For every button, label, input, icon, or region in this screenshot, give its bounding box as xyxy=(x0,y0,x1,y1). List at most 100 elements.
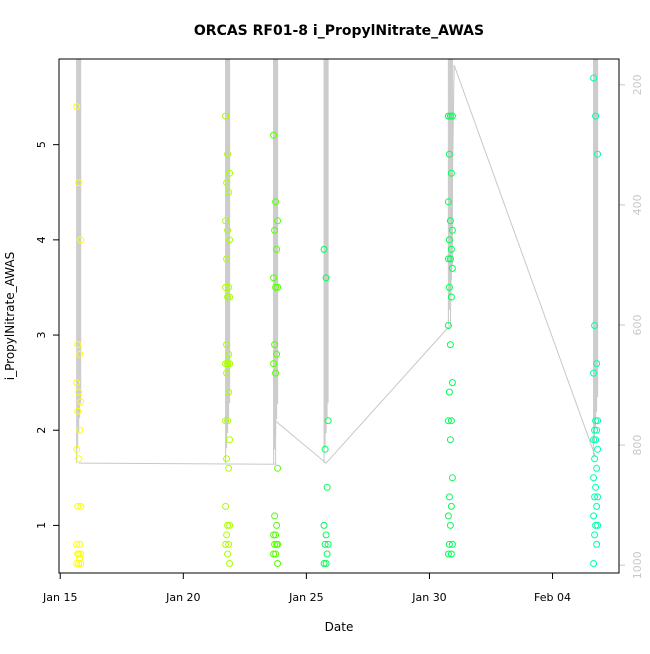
data-point xyxy=(593,426,601,434)
data-point xyxy=(75,455,83,463)
data-point xyxy=(324,417,332,425)
y-tick-label: 1 xyxy=(35,522,48,529)
x-axis-label: Date xyxy=(325,620,354,634)
data-point xyxy=(444,112,452,120)
data-point xyxy=(591,322,599,329)
data-point xyxy=(446,521,454,529)
data-point xyxy=(322,274,330,282)
data-point xyxy=(447,169,455,177)
x-tick-label: Jan 25 xyxy=(288,591,323,604)
data-point xyxy=(445,493,453,501)
data-point xyxy=(590,436,598,444)
data-point xyxy=(448,264,456,272)
data-point xyxy=(323,550,331,558)
y2-tick-label: 1000 xyxy=(631,551,644,579)
data-point xyxy=(445,236,453,244)
data-point xyxy=(446,255,454,263)
data-point xyxy=(75,179,83,187)
data-point xyxy=(448,540,456,548)
data-point xyxy=(445,540,453,548)
data-point xyxy=(593,540,601,548)
flight-track-layer xyxy=(76,59,599,465)
y2-tick-label: 600 xyxy=(631,315,644,336)
data-point xyxy=(445,388,453,396)
data-point xyxy=(224,293,232,301)
data-point xyxy=(224,150,232,158)
data-point xyxy=(74,502,82,510)
data-point xyxy=(323,483,331,491)
data-point xyxy=(447,502,455,510)
data-point xyxy=(73,379,81,387)
data-point xyxy=(590,74,598,82)
data-point xyxy=(444,198,452,206)
data-point xyxy=(223,255,231,263)
data-point xyxy=(76,540,84,548)
data-point xyxy=(225,350,233,358)
data-point xyxy=(591,531,599,539)
data-point xyxy=(225,464,233,472)
data-point xyxy=(226,360,234,368)
data-point xyxy=(270,274,278,282)
data-point xyxy=(590,512,598,520)
y-tick-label: 2 xyxy=(35,427,48,434)
data-point xyxy=(226,521,234,529)
data-point xyxy=(447,417,455,425)
data-point xyxy=(590,474,598,482)
data-point xyxy=(226,293,234,301)
data-point xyxy=(273,540,281,548)
data-point xyxy=(448,226,456,234)
data-point xyxy=(320,560,328,567)
data-point xyxy=(593,502,601,510)
data-point xyxy=(223,369,231,377)
data-point xyxy=(73,560,81,567)
data-point xyxy=(594,521,602,529)
data-point xyxy=(77,502,85,510)
x-tick-label: Jan 20 xyxy=(165,591,200,604)
data-point xyxy=(77,550,85,558)
data-point xyxy=(274,464,282,472)
plot-frame xyxy=(58,58,620,574)
data-point xyxy=(593,464,601,472)
data-point xyxy=(224,550,232,558)
data-point xyxy=(447,293,455,301)
data-point xyxy=(444,322,452,329)
data-point xyxy=(448,474,456,482)
data-point xyxy=(224,360,232,368)
data-point xyxy=(225,283,233,291)
data-point xyxy=(324,540,332,548)
flight-track-line xyxy=(78,64,597,465)
data-point xyxy=(226,169,234,177)
data-point xyxy=(273,245,281,253)
data-point xyxy=(594,150,602,158)
data-point xyxy=(76,350,84,358)
data-point xyxy=(590,560,598,567)
data-point xyxy=(274,560,282,567)
data-point xyxy=(225,388,233,396)
data-point xyxy=(445,150,453,158)
data-point xyxy=(272,531,280,539)
data-point xyxy=(445,283,453,291)
data-point xyxy=(77,560,85,567)
points-layer xyxy=(73,74,602,567)
y2-tick-label: 200 xyxy=(631,74,644,95)
data-point xyxy=(73,445,81,453)
data-point xyxy=(222,502,230,510)
data-point xyxy=(226,236,234,244)
data-point xyxy=(446,341,454,349)
data-point xyxy=(592,436,600,444)
data-point xyxy=(73,103,81,111)
data-point xyxy=(272,369,280,377)
data-point xyxy=(223,531,231,539)
data-point xyxy=(272,198,280,206)
data-point xyxy=(226,436,234,444)
data-point xyxy=(223,455,231,463)
data-point xyxy=(590,369,598,377)
data-point xyxy=(321,445,329,453)
data-point xyxy=(226,560,234,567)
chart-title: ORCAS RF01-8 i_PropylNitrate_AWAS xyxy=(194,23,484,39)
data-point xyxy=(271,226,279,234)
data-point xyxy=(447,550,455,558)
x-tick-label: Feb 04 xyxy=(534,591,571,604)
data-point xyxy=(75,388,83,396)
y2-tick-label: 400 xyxy=(631,194,644,215)
